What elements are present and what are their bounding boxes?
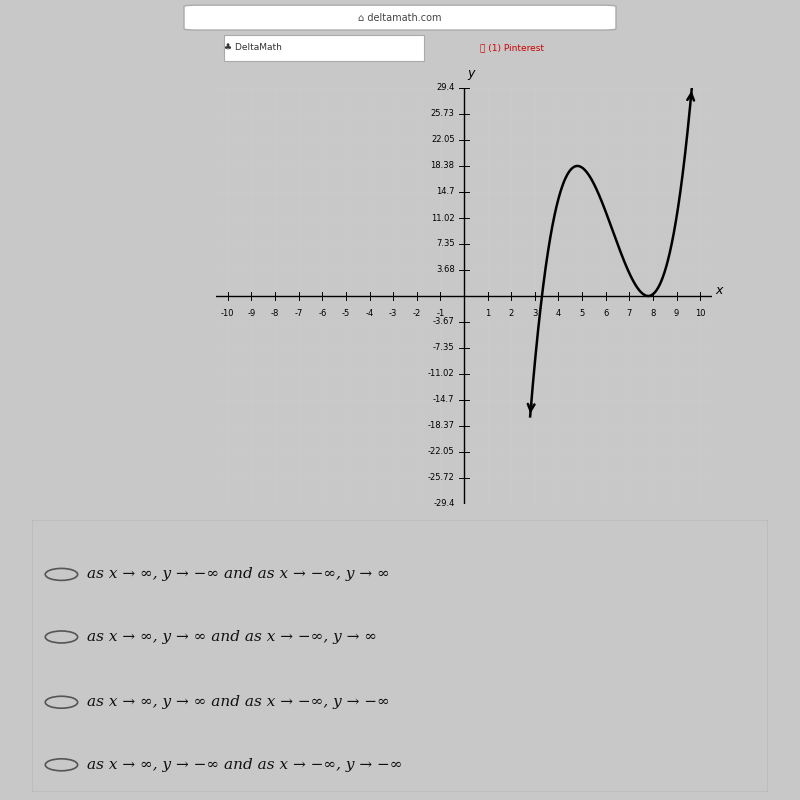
Text: -22.05: -22.05 [428,447,454,457]
Text: as x → ∞, y → −∞ and as x → −∞, y → −∞: as x → ∞, y → −∞ and as x → −∞, y → −∞ [87,758,402,772]
Text: 7: 7 [626,309,632,318]
Text: 2: 2 [509,309,514,318]
Text: -7.35: -7.35 [433,343,454,353]
Text: y: y [467,67,474,80]
Text: -3.67: -3.67 [433,318,454,326]
Text: as x → ∞, y → ∞ and as x → −∞, y → −∞: as x → ∞, y → ∞ and as x → −∞, y → −∞ [87,695,390,710]
FancyBboxPatch shape [224,35,424,61]
Text: -10: -10 [221,309,234,318]
Text: -18.37: -18.37 [427,422,454,430]
Text: -4: -4 [366,309,374,318]
Text: as x → ∞, y → ∞ and as x → −∞, y → ∞: as x → ∞, y → ∞ and as x → −∞, y → ∞ [87,630,378,644]
Text: Ⓟ (1) Pinterest: Ⓟ (1) Pinterest [480,43,544,53]
Text: x: x [715,284,722,297]
Text: -3: -3 [389,309,398,318]
Text: -25.72: -25.72 [428,474,454,482]
Text: -7: -7 [294,309,303,318]
Text: 7.35: 7.35 [436,239,454,249]
Text: as x → ∞, y → −∞ and as x → −∞, y → ∞: as x → ∞, y → −∞ and as x → −∞, y → ∞ [87,567,390,582]
Text: -2: -2 [413,309,421,318]
Text: -5: -5 [342,309,350,318]
Text: 5: 5 [579,309,585,318]
Text: 3.68: 3.68 [436,266,454,274]
Text: 10: 10 [695,309,706,318]
Text: 22.05: 22.05 [431,135,454,145]
Text: 25.73: 25.73 [430,110,454,118]
FancyBboxPatch shape [184,5,616,30]
Text: 1: 1 [485,309,490,318]
Text: -29.4: -29.4 [433,499,454,509]
Text: 9: 9 [674,309,679,318]
Text: ♣ DeltaMath: ♣ DeltaMath [224,43,282,53]
Text: 29.4: 29.4 [436,83,454,93]
Text: 6: 6 [603,309,609,318]
Text: -8: -8 [271,309,279,318]
Text: 14.7: 14.7 [436,187,454,197]
Text: 8: 8 [650,309,656,318]
Text: -1: -1 [436,309,445,318]
Text: 3: 3 [532,309,538,318]
Text: -14.7: -14.7 [433,395,454,405]
Text: -6: -6 [318,309,326,318]
Text: -11.02: -11.02 [428,370,454,378]
Text: 18.38: 18.38 [430,162,454,170]
Text: 11.02: 11.02 [431,214,454,222]
Text: -9: -9 [247,309,255,318]
Text: 4: 4 [556,309,561,318]
Text: ⌂ deltamath.com: ⌂ deltamath.com [358,13,442,23]
